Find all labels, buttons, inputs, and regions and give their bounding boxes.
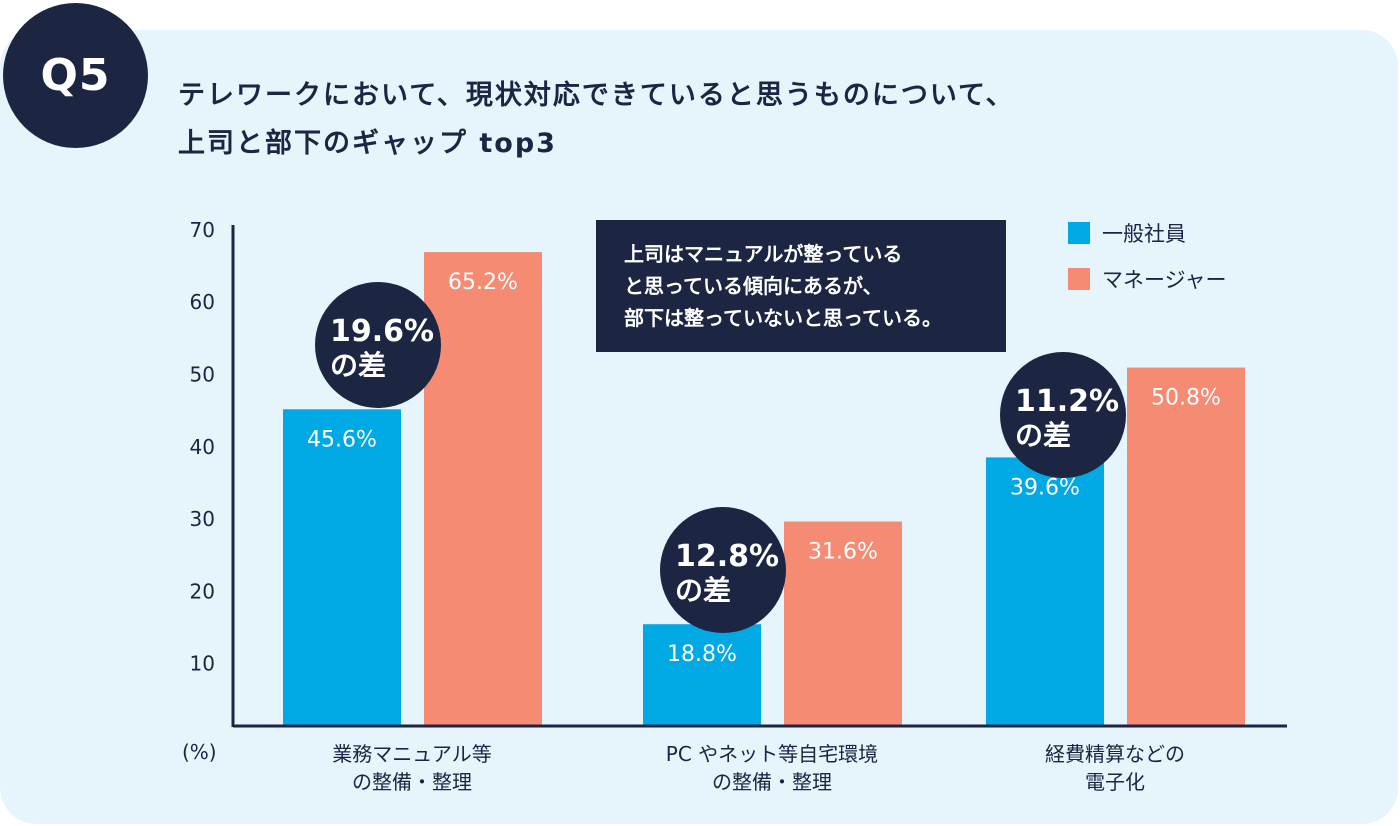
gap-bubble: [315, 282, 441, 408]
y-tick-label: 60: [190, 290, 215, 314]
gap-value: 19.6%: [330, 314, 434, 349]
bar-general: [283, 409, 401, 726]
data-label: 31.6%: [808, 540, 878, 565]
gap-value: 11.2%: [1015, 384, 1119, 419]
category-line: 経費精算などの: [1045, 742, 1185, 766]
data-label: 39.6%: [1010, 475, 1080, 500]
gap-suffix: の差: [675, 574, 731, 607]
note-line: 部下は整っていないと思っている。: [624, 306, 942, 330]
bar-general: [986, 457, 1104, 726]
category-label: 業務マニュアル等 の整備・整理: [292, 740, 532, 796]
data-label: 50.8%: [1151, 386, 1221, 411]
bar-general: [643, 624, 761, 726]
bar-manager: [424, 252, 542, 726]
y-tick-label: 20: [190, 579, 215, 603]
gap-bubble: [1000, 352, 1126, 478]
bar-manager: [784, 521, 902, 726]
legend-item-general: 一般社員: [1068, 210, 1227, 256]
title-line: テレワークにおいて、現状対応できていると思うものについて、: [178, 80, 1015, 111]
gap-value: 12.8%: [675, 539, 779, 574]
y-tick-label: 30: [190, 507, 215, 531]
note-line: 上司はマニュアルが整っている: [624, 242, 903, 266]
category-line: の整備・整理: [712, 770, 832, 794]
question-badge: Q5: [3, 3, 148, 148]
data-label: 45.6%: [307, 427, 377, 452]
category-line: PC やネット等自宅環境: [665, 742, 879, 766]
legend-item-manager: マネージャー: [1068, 256, 1227, 302]
y-tick-label: 40: [190, 435, 215, 459]
category-label: 経費精算などの 電子化: [995, 740, 1235, 796]
y-axis-unit: (%): [182, 740, 217, 764]
y-tick-label: 70: [190, 218, 215, 242]
title-line: 上司と部下のギャップ top3: [178, 128, 557, 159]
legend-swatch-manager: [1068, 268, 1090, 290]
bar-manager: [1127, 367, 1245, 726]
y-tick-label: 10: [190, 652, 215, 676]
gap-bubble: [660, 507, 786, 633]
y-tick-label: 50: [190, 363, 215, 387]
category-line: 電子化: [1085, 770, 1145, 794]
data-label: 65.2%: [448, 270, 518, 295]
gap-suffix: の差: [1015, 419, 1071, 452]
gap-suffix: の差: [330, 349, 386, 382]
annotation-box: 上司はマニュアルが整っている と思っている傾向にあるが、 部下は整っていないと思…: [596, 220, 1006, 352]
category-label: PC やネット等自宅環境 の整備・整理: [652, 740, 892, 796]
category-line: 業務マニュアル等: [332, 742, 492, 766]
category-line: の整備・整理: [352, 770, 472, 794]
data-label: 18.8%: [667, 642, 737, 667]
chart-title: テレワークにおいて、現状対応できていると思うものについて、 上司と部下のギャップ…: [178, 72, 1015, 168]
legend: 一般社員 マネージャー: [1068, 210, 1227, 302]
note-line: と思っている傾向にあるが、: [624, 274, 883, 298]
legend-label: 一般社員: [1102, 222, 1186, 246]
legend-swatch-general: [1068, 222, 1090, 244]
legend-label: マネージャー: [1102, 268, 1227, 292]
